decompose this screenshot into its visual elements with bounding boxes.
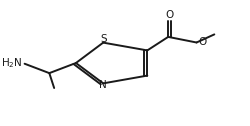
Text: H$_2$N: H$_2$N <box>1 56 22 70</box>
Text: N: N <box>99 80 107 90</box>
Text: O: O <box>198 37 207 47</box>
Text: S: S <box>100 35 106 44</box>
Text: O: O <box>165 9 173 20</box>
